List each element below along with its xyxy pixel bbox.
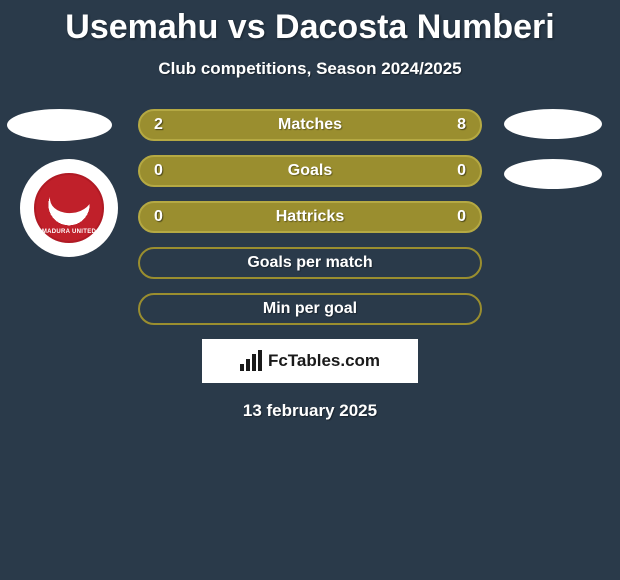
stat-value-right: 8 [457, 116, 466, 134]
brand-box: FcTables.com [202, 339, 418, 383]
page-title: Usemahu vs Dacosta Numberi [0, 0, 620, 47]
stat-value-left: 0 [154, 208, 163, 226]
stat-bar: Goals per match [138, 247, 482, 279]
stat-value-right: 0 [457, 162, 466, 180]
club-badge: MADURA UNITED [20, 159, 118, 257]
date-text: 13 february 2025 [0, 401, 620, 421]
brand-chart-icon [240, 351, 262, 371]
club-label: MADURA UNITED [36, 229, 102, 235]
player-pill-right-2 [504, 159, 602, 189]
stat-value-left: 2 [154, 116, 163, 134]
stat-label: Hattricks [276, 208, 344, 226]
stat-label: Goals per match [247, 254, 372, 272]
stat-bar: Hattricks 0 0 [138, 201, 482, 233]
stat-value-right: 0 [457, 208, 466, 226]
stat-bar: Min per goal [138, 293, 482, 325]
stat-label: Matches [278, 116, 342, 134]
brand-text: FcTables.com [268, 351, 380, 371]
stat-bar: Matches 2 8 [138, 109, 482, 141]
club-logo-icon: MADURA UNITED [34, 173, 104, 243]
stat-value-left: 0 [154, 162, 163, 180]
stat-label: Goals [288, 162, 332, 180]
stat-label: Min per goal [263, 300, 357, 318]
stat-bars: Matches 2 8 Goals 0 0 Hattricks 0 0 Goals per mat… [138, 109, 482, 325]
player-pill-right-1 [504, 109, 602, 139]
comparison-panel: MADURA UNITED Matches 2 8 Goals 0 0 Hattricks 0… [0, 109, 620, 421]
stat-bar: Goals 0 0 [138, 155, 482, 187]
subtitle: Club competitions, Season 2024/2025 [0, 59, 620, 79]
player-pill-left [7, 109, 112, 141]
